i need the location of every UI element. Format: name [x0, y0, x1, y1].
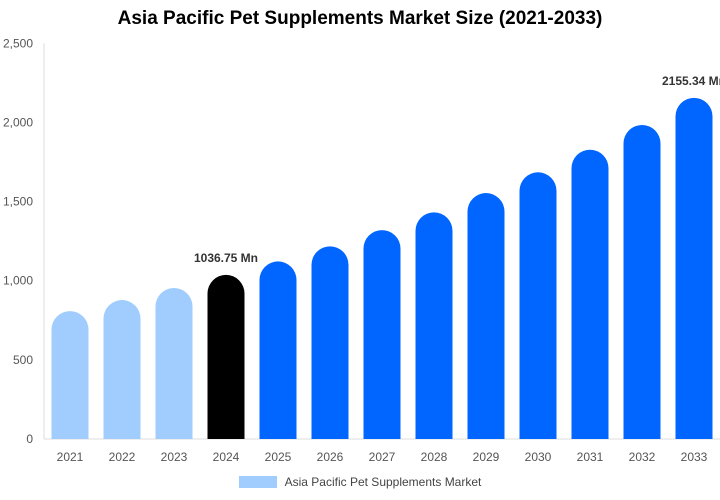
x-tick-label: 2033 — [681, 450, 708, 464]
x-tick-label: 2030 — [525, 450, 552, 464]
bar-2032 — [623, 124, 661, 440]
x-tick-label: 2025 — [265, 450, 292, 464]
y-tick-label: 1,000 — [3, 274, 33, 288]
legend-swatch — [238, 476, 277, 488]
bar-2026 — [311, 246, 349, 439]
legend[interactable]: Asia Pacific Pet Supplements Market — [0, 475, 720, 489]
bar-2021 — [51, 311, 89, 439]
x-tick-label: 2026 — [317, 450, 344, 464]
chart-title: Asia Pacific Pet Supplements Market Size… — [117, 8, 603, 29]
y-tick-label: 2,000 — [3, 115, 33, 129]
x-tick-label: 2031 — [577, 450, 604, 464]
legend-label: Asia Pacific Pet Supplements Market — [284, 475, 482, 489]
bar-2024 — [207, 274, 245, 439]
bar-2025 — [259, 261, 297, 439]
bar-2022 — [103, 300, 141, 439]
x-tick-label: 2023 — [161, 450, 188, 464]
y-tick-label: 1,500 — [3, 195, 33, 209]
bar-2023 — [155, 288, 193, 439]
x-tick-label: 2028 — [421, 450, 448, 464]
y-tick-label: 500 — [13, 353, 33, 367]
x-tick-label: 2021 — [57, 450, 84, 464]
x-tick-label: 2024 — [213, 450, 240, 464]
bar-2033 — [675, 97, 713, 440]
bar-chart: 0 500 1,000 1,500 2,000 2,500 2021 2022 2023 2024… — [3, 36, 720, 464]
data-label-2033: 2155.34 Mn — [662, 74, 720, 88]
bar-2028 — [415, 212, 453, 439]
y-tick-label: 0 — [26, 432, 33, 446]
bar-2029 — [467, 193, 505, 439]
x-tick-label: 2032 — [629, 450, 656, 464]
bar-2031 — [571, 149, 609, 439]
x-tick-label: 2022 — [109, 450, 136, 464]
bar-2027 — [363, 230, 401, 439]
bar-2030 — [519, 172, 557, 439]
x-tick-label: 2029 — [473, 450, 500, 464]
x-tick-label: 2027 — [369, 450, 396, 464]
y-tick-label: 2,500 — [3, 36, 33, 50]
data-label-2024: 1036.75 Mn — [194, 251, 258, 265]
